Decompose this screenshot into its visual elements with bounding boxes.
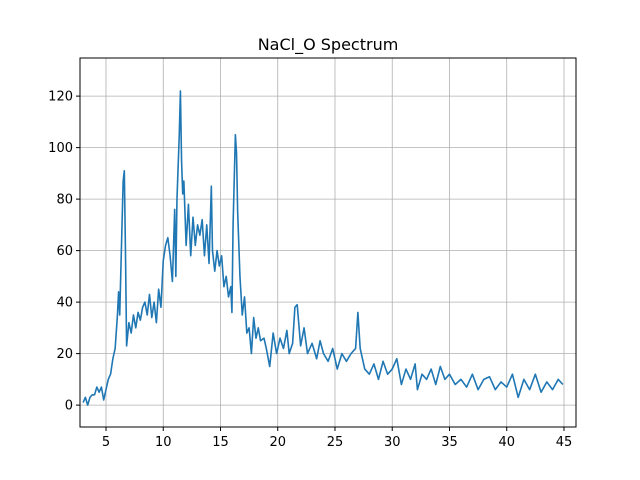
x-tick-label: 45 <box>556 435 573 450</box>
y-tick-label: 120 <box>48 90 73 105</box>
chart-title: NaCl_O Spectrum <box>258 35 399 55</box>
x-tick-label: 15 <box>212 435 229 450</box>
x-tick-label: 40 <box>498 435 515 450</box>
y-tick-label: 40 <box>56 296 73 311</box>
y-tick-label: 0 <box>65 399 73 414</box>
y-tick-label: 60 <box>56 244 73 259</box>
x-tick-label: 35 <box>441 435 458 450</box>
y-tick-label: 100 <box>48 141 73 156</box>
y-tick-label: 20 <box>56 347 73 362</box>
x-tick-label: 10 <box>155 435 172 450</box>
data-line <box>82 90 564 406</box>
axes-frame <box>79 57 577 428</box>
x-tick-label: 20 <box>269 435 286 450</box>
x-tick-label: 5 <box>102 435 110 450</box>
x-tick-label: 30 <box>384 435 401 450</box>
y-tick-label: 80 <box>56 193 73 208</box>
x-tick-label: 25 <box>327 435 344 450</box>
